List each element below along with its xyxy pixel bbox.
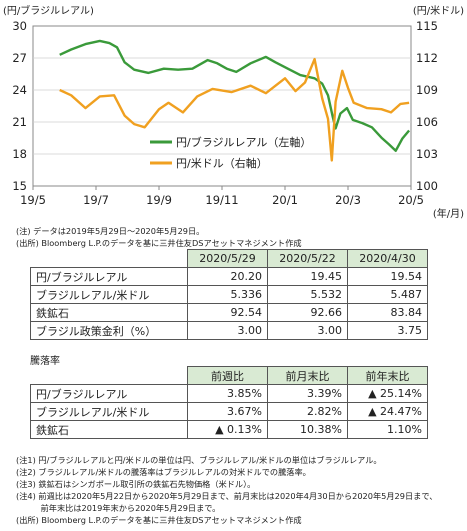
x-tick-label: 19/11 [205,193,238,207]
table-cell: 5.532 [267,285,348,304]
table-cell: ▲ 24.47% [347,402,428,421]
rates-table-header: 2020/5/29 2020/5/22 2020/4/30 [30,249,428,268]
rates-table: 2020/5/29 2020/5/22 2020/4/30 円/ブラジルレアル … [30,249,428,340]
table-row: 鉄鉱石 ▲ 0.13% 10.38% 1.10% [30,420,428,439]
x-tick-label: 19/5 [20,193,46,207]
y-left-tick-label: 30 [12,19,27,33]
table-cell: 19.45 [267,267,348,286]
y-left-tick-label: 21 [12,115,27,129]
gridlines [32,57,412,190]
footnote: (出所) Bloomberg L.P.のデータを基に三井住友DSアセットマネジメ… [16,515,302,525]
table-cell: 83.84 [347,303,428,322]
footnote: (注3) 鉄鉱石はシンガポール取引所の鉄鉱石先物価格（米ドル）。 [16,479,256,489]
change-table-corner [30,366,188,385]
table-cell: ▲ 25.14% [347,384,428,403]
x-tick-label: 20/1 [272,193,298,207]
table-cell: 3.00 [267,321,348,340]
footnote: (注1) 円/ブラジルレアルと円/米ドルの単位は円、ブラジルレアル/米ドルの単位… [16,455,382,465]
footnote: (注4) 前週比は2020年5月22日から2020年5月29日まで、前月末比は2… [16,491,438,501]
series-line-brl [59,39,411,152]
footnote: 前年末比は2019年末から2020年5月29日まで。 [16,503,221,513]
tick-labels: 30 115 27 112 24 109 21 106 18 103 15 100 19/5 19/7 19… [12,19,438,207]
y-left-tick-label: 15 [12,179,27,193]
table-cell: 5.487 [347,285,428,304]
x-axis-unit: (年/月) [433,207,464,220]
change-header-cell: 前週比 [187,366,268,385]
table-row: 円/ブラジルレアル 3.85% 3.39% ▲ 25.14% [30,384,428,403]
table-cell: 2.82% [267,402,348,421]
table-cell: 1.10% [347,420,428,439]
table-cell: 92.66 [267,303,348,322]
table-cell: 3.39% [267,384,348,403]
table-cell: 3.67% [187,402,268,421]
y-right-tick-label: 115 [416,19,438,33]
change-table-header: 前週比 前月末比 前年末比 [30,366,428,385]
y-right-tick-label: 103 [416,147,438,161]
y-right-tick-label: 112 [416,51,438,65]
y-left-tick-label: 27 [12,51,27,65]
chart-source: (出所) Bloomberg L.P.のデータを基に三井住友DSアセットマネジメ… [16,238,302,248]
legend-label-usd: 円/米ドル（右軸） [176,156,268,170]
table-row: ブラジルレアル/米ドル 5.336 5.532 5.487 [30,285,428,304]
table-cell: 3.85% [187,384,268,403]
series-line-usd [59,57,410,162]
row-label: 鉄鉱石 [30,420,188,439]
table-cell: 20.20 [187,267,268,286]
row-label: 円/ブラジルレアル [30,267,188,286]
y-left-tick-label: 18 [12,147,27,161]
y-left-tick-label: 24 [12,83,27,97]
change-header-cell: 前年末比 [347,366,428,385]
table-row: ブラジル政策金利（%） 3.00 3.00 3.75 [30,321,428,340]
row-label: 鉄鉱石 [30,303,188,322]
row-label: 円/ブラジルレアル [30,384,188,403]
y-right-tick-label: 109 [416,83,438,97]
row-label: ブラジルレアル/米ドル [30,402,188,421]
rates-header-cell: 2020/5/22 [267,249,348,268]
table-cell: ▲ 0.13% [187,420,268,439]
legend: 円/ブラジルレアル（左軸） 円/米ドル（右軸） [150,135,311,170]
y-right-tick-label: 100 [416,179,438,193]
table-cell: 5.336 [187,285,268,304]
y-right-tick-label: 106 [416,115,438,129]
legend-label-brl: 円/ブラジルレアル（左軸） [176,135,311,149]
change-rate-title: 騰落率 [30,356,60,367]
table-cell: 92.54 [187,303,268,322]
footnote: (注2) ブラジルレアル/米ドルの騰落率はブラジルレアルの対米ドルでの騰落率。 [16,467,311,477]
change-rate-table: 前週比 前月末比 前年末比 円/ブラジルレアル 3.85% 3.39% ▲ 25… [30,366,428,439]
chart-note: (注) データは2019年5月29日～2020年5月29日。 [16,226,205,236]
table-cell: 19.54 [347,267,428,286]
rates-table-corner [30,249,188,268]
row-label: ブラジル政策金利（%） [30,321,188,340]
series-layer [59,39,411,162]
table-row: 円/ブラジルレアル 20.20 19.45 19.54 [30,267,428,286]
fx-line-chart: 30 115 27 112 24 109 21 106 18 103 15 100 19/5 19/7 19… [3,4,464,220]
table-cell: 10.38% [267,420,348,439]
table-row: 鉄鉱石 92.54 92.66 83.84 [30,303,428,322]
table-cell: 3.00 [187,321,268,340]
x-tick-label: 20/5 [398,193,424,207]
x-tick-label: 19/7 [83,193,109,207]
x-tick-label: 20/3 [335,193,361,207]
table-row: ブラジルレアル/米ドル 3.67% 2.82% ▲ 24.47% [30,402,428,421]
table-cell: 3.75 [347,321,428,340]
y-right-axis-label: (円/米ドル) [413,4,464,17]
rates-header-cell: 2020/4/30 [347,249,428,268]
rates-header-cell: 2020/5/29 [187,249,268,268]
y-left-axis-label: (円/ブラジルレアル) [3,4,94,17]
x-tick-label: 19/9 [146,193,172,207]
change-header-cell: 前月末比 [267,366,348,385]
row-label: ブラジルレアル/米ドル [30,285,188,304]
